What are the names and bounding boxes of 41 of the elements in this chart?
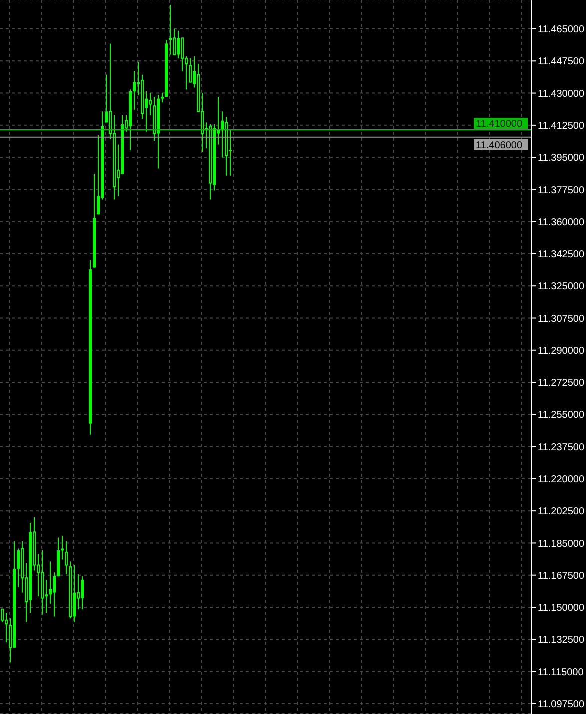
candlestick	[61, 535, 64, 560]
y-tick-label: 11.325000	[538, 282, 585, 293]
candlestick	[73, 564, 76, 623]
candlestick	[149, 92, 152, 116]
y-tick-label: 11.272500	[538, 378, 585, 390]
candlestick	[221, 111, 224, 158]
candlestick	[53, 572, 56, 618]
candlestick	[173, 28, 176, 56]
y-tick-label: 11.097500	[538, 699, 585, 710]
candlestick	[133, 70, 136, 110]
y-tick-label: 11.342500	[538, 250, 585, 261]
candlestick	[49, 561, 52, 604]
y-tick-label: 11.307500	[538, 314, 585, 325]
y-tick-label: 11.202500	[538, 506, 585, 518]
y-tick-label: 11.150000	[538, 603, 585, 614]
y-tick-label: 11.220000	[538, 474, 585, 486]
candlestick	[161, 92, 164, 103]
y-tick-label: 11.115000	[538, 667, 584, 678]
candlestick	[169, 4, 172, 56]
candlestick	[81, 576, 84, 610]
y-tick-label: 11.237500	[538, 442, 585, 454]
y-tick-label: 11.465000	[538, 24, 585, 36]
y-tick-label: 11.360000	[538, 217, 585, 228]
candlestick	[65, 540, 68, 575]
y-tick-label: 11.430000	[538, 88, 585, 100]
candlestick	[17, 548, 20, 588]
y-tick-label: 11.185000	[538, 538, 585, 550]
y-tick-label: 11.412500	[538, 120, 585, 132]
y-tick-label: 11.377500	[538, 185, 585, 196]
y-tick-label: 11.290000	[538, 346, 585, 357]
y-tick-label: 11.447500	[538, 56, 585, 68]
y-tick-label: 11.167500	[538, 570, 585, 582]
y-tick-label: 11.255000	[538, 410, 585, 422]
candlestick	[5, 612, 8, 643]
y-tick-label: 11.132500	[538, 635, 585, 646]
y-tick-label: 11.395000	[538, 153, 585, 164]
ref-line-label: 11.410000	[476, 119, 523, 130]
candlestick	[189, 58, 192, 83]
ref-line-label: 11.406000	[476, 140, 523, 152]
candlestick	[177, 30, 180, 59]
candlestick	[181, 38, 184, 72]
